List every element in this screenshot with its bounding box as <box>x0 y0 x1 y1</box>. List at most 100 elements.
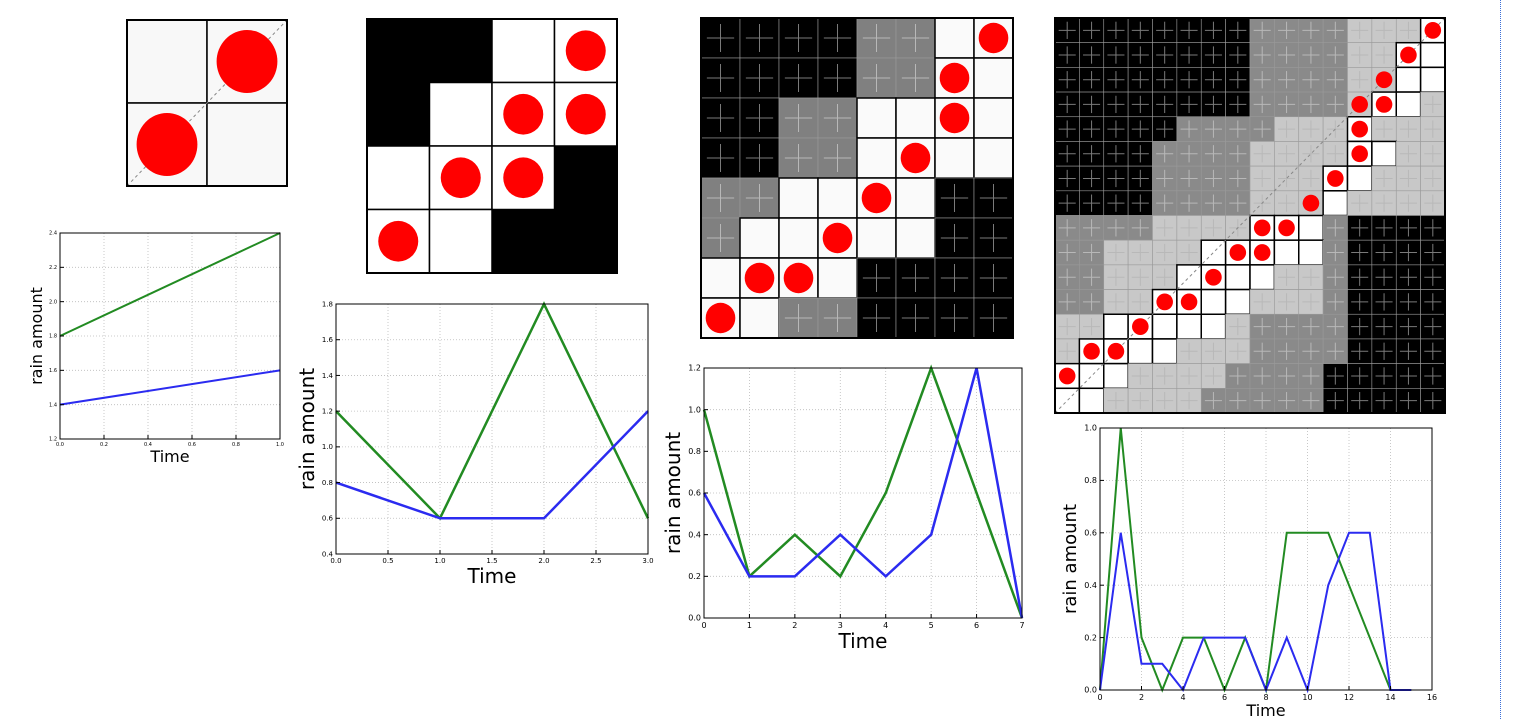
series-line <box>1099 531 1412 694</box>
matrix-cell <box>1200 239 1227 266</box>
x-tick-label: 3.0 <box>642 557 653 565</box>
y-tick-label: 2.0 <box>49 299 57 305</box>
matrix-cell <box>1224 288 1251 315</box>
x-tick-label: 1.0 <box>434 557 445 565</box>
y-tick-label: 1.4 <box>49 402 57 408</box>
matrix-dot <box>565 30 606 72</box>
matrix-dot <box>1253 219 1271 237</box>
matrix-dot <box>1375 71 1393 89</box>
y-tick-label: 1.2 <box>688 364 701 373</box>
series-line <box>335 301 650 521</box>
matrix-border <box>126 19 288 187</box>
matrix-dot <box>783 262 814 294</box>
matrix-cell <box>1419 41 1446 69</box>
y-tick-label: 0.4 <box>688 530 701 539</box>
matrix-cell <box>856 217 897 259</box>
matrix-cell <box>934 17 975 59</box>
x-tick-label: 8 <box>1263 693 1268 702</box>
matrix-cell <box>554 209 618 274</box>
series-line <box>335 410 649 520</box>
x-tick-label: 0 <box>1097 693 1102 702</box>
y-tick-label: 0.6 <box>1084 528 1097 537</box>
x-tick-label: 0.0 <box>56 442 64 448</box>
line-chart-2: 0.0 0.5 1.0 1.5 2.0 2.5 3.0 0.4 0.6 0.8 1.0 1.2 1.4 1… <box>295 300 654 588</box>
matrix-cell <box>1200 313 1227 340</box>
matrix-dot <box>1302 194 1320 212</box>
line-chart-3: 0 1 2 3 4 5 6 7 0.0 0.2 0.4 0.6 0.8 1.0 1.2 Time rain am… <box>661 364 1025 653</box>
matrix-dot <box>216 29 278 94</box>
x-tick-label: 12 <box>1344 693 1354 702</box>
matrix-dot <box>939 102 970 134</box>
x-axis-label: Time <box>467 564 517 588</box>
y-tick-label: 0.6 <box>322 515 334 523</box>
matrix-cell <box>1127 338 1154 365</box>
y-tick-label: 2.2 <box>49 265 57 271</box>
matrix-dot <box>1351 145 1368 163</box>
x-tick-label: 2 <box>1139 693 1144 702</box>
x-axis-label: Time <box>838 629 888 653</box>
matrix-cell <box>554 145 618 210</box>
matrix-dot <box>1156 293 1173 311</box>
matrix-cell <box>1249 264 1276 291</box>
y-tick-label: 0.4 <box>1084 581 1097 590</box>
y-tick-label: 2.4 <box>49 231 57 237</box>
x-tick-label: 6 <box>974 621 979 630</box>
matrix-cell <box>366 82 430 147</box>
matrix-cell <box>1103 362 1129 390</box>
x-axis-label: Time <box>149 447 189 466</box>
page-edge-divider <box>1500 0 1501 719</box>
x-tick-label: 5 <box>929 621 934 630</box>
matrix-dot <box>1132 318 1149 335</box>
y-tick-label: 1.0 <box>688 405 701 414</box>
matrix-cell <box>1103 313 1129 340</box>
y-tick-label: 0.0 <box>688 614 701 623</box>
matrix-cell <box>817 177 858 219</box>
matrix-cell <box>1054 387 1081 414</box>
series-line <box>59 369 281 406</box>
matrix-cell <box>491 18 556 84</box>
matrix-cell <box>856 137 897 179</box>
matrix-16x16 <box>1054 17 1446 414</box>
y-tick-label: 0.0 <box>1084 686 1097 695</box>
y-tick-label: 1.6 <box>49 368 57 374</box>
x-tick-label: 1.5 <box>486 557 497 565</box>
matrix-dot <box>1083 342 1100 360</box>
matrix-cell <box>1078 362 1105 390</box>
matrix-dot <box>978 22 1009 54</box>
y-axis-label: rain amount <box>1060 504 1081 614</box>
matrix-2x2 <box>126 19 288 187</box>
x-tick-label: 16 <box>1427 693 1437 702</box>
matrix-4x4 <box>366 18 618 274</box>
matrix-cell <box>366 145 431 211</box>
y-tick-label: 1.6 <box>322 336 334 344</box>
y-tick-label: 1.8 <box>322 300 333 308</box>
y-tick-label: 0.2 <box>1084 633 1097 642</box>
matrix-border <box>700 17 1014 339</box>
matrix-cell <box>973 137 1014 179</box>
matrix-cell <box>700 257 741 299</box>
y-tick-label: 1.2 <box>322 407 333 415</box>
matrix-cell <box>1176 264 1202 291</box>
y-axis-label: rain amount <box>295 368 319 490</box>
matrix-dot <box>1205 268 1222 286</box>
matrix-cell <box>429 18 493 83</box>
y-tick-label: 0.2 <box>688 572 701 581</box>
matrix-dot <box>822 222 853 254</box>
matrix-dot <box>1180 293 1198 311</box>
matrix-dot <box>1424 21 1442 39</box>
x-tick-label: 1.0 <box>276 442 284 448</box>
matrix-dot <box>378 220 419 262</box>
matrix-dot <box>1107 342 1125 360</box>
x-tick-label: 2.5 <box>590 557 601 565</box>
y-axis-label: rain amount <box>661 432 685 554</box>
matrix-cell <box>934 137 975 179</box>
matrix-cell <box>1298 239 1324 266</box>
matrix-cell <box>817 257 858 299</box>
x-tick-label: 0.5 <box>382 557 393 565</box>
y-tick-label: 0.6 <box>688 489 701 498</box>
matrix-cell <box>491 209 555 274</box>
matrix-dot <box>1351 120 1368 138</box>
matrix-cell <box>739 297 780 339</box>
matrix-cell <box>1151 338 1178 365</box>
matrix-cell <box>973 57 1014 99</box>
